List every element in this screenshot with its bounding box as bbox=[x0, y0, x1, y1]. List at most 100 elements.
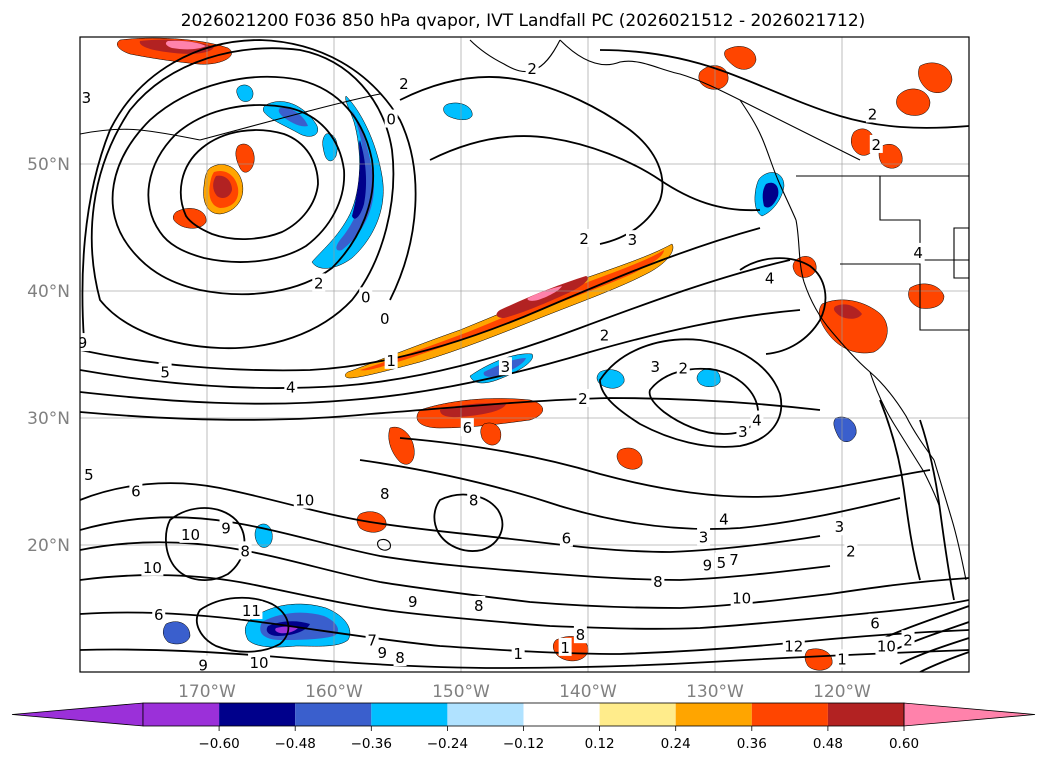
contour-label-bg bbox=[577, 228, 591, 247]
contour-label-bg bbox=[498, 357, 512, 376]
contour-line bbox=[919, 419, 955, 601]
contour-label-bg bbox=[365, 630, 379, 649]
contour-label: 10 bbox=[181, 526, 200, 544]
contour-label-bg bbox=[717, 509, 731, 528]
contour-label: 2 bbox=[868, 105, 878, 123]
contour-label: 4 bbox=[752, 412, 762, 430]
contour-label-bg bbox=[240, 601, 263, 620]
contour-label-bg bbox=[559, 528, 573, 547]
contour-line bbox=[80, 397, 821, 421]
contour-label: 6 bbox=[870, 615, 880, 633]
contour-label: 3 bbox=[82, 89, 92, 107]
contour-label: 4 bbox=[719, 511, 729, 529]
contour-label-bg bbox=[284, 377, 298, 396]
contour-line bbox=[599, 338, 783, 448]
colorbar-bin bbox=[827, 703, 904, 726]
shade-positive-ne-f bbox=[878, 144, 903, 169]
contour-label: 4 bbox=[913, 244, 923, 262]
contour-label-bg bbox=[730, 588, 753, 607]
colorbar-tick-label: −0.24 bbox=[427, 736, 468, 752]
contour-label-bg bbox=[238, 541, 252, 560]
colorbar-tick-label: 0.60 bbox=[889, 736, 919, 752]
contour-label: 3 bbox=[738, 423, 748, 441]
contour-label: 11 bbox=[242, 602, 261, 620]
latitude-labels: 50°N 40°N 30°N 20°N bbox=[27, 155, 70, 556]
shade-max-nw bbox=[165, 40, 206, 50]
contour-label: 0 bbox=[386, 111, 396, 129]
contour-label-bg bbox=[835, 649, 849, 668]
contour-label: 12 bbox=[784, 638, 803, 656]
contour-line bbox=[80, 259, 791, 389]
contour-line bbox=[195, 596, 290, 653]
contour-label: 9 bbox=[703, 556, 713, 574]
contour-label-bg bbox=[697, 527, 711, 546]
contour-label-bg bbox=[598, 325, 612, 344]
contour-label: 6 bbox=[562, 530, 572, 548]
border-state-b bbox=[840, 263, 969, 331]
contour-label: 6 bbox=[154, 606, 164, 624]
contour-label-bg bbox=[651, 571, 665, 590]
shade-negative-55n-b bbox=[278, 107, 308, 127]
colorbar-tick-label: −0.48 bbox=[275, 736, 316, 752]
shade-negative-south-b bbox=[163, 621, 191, 645]
contour-label-bg bbox=[82, 465, 96, 484]
island-hawaii bbox=[377, 538, 391, 551]
contour-label-bg bbox=[80, 87, 93, 106]
colorbar-bin bbox=[143, 703, 220, 726]
contour-label: 1 bbox=[560, 639, 570, 657]
contour-label: 2 bbox=[903, 631, 913, 649]
contour-label-bg bbox=[875, 636, 898, 655]
contour-label-bg bbox=[782, 636, 805, 655]
contour-line bbox=[80, 541, 969, 609]
contour-label-bg bbox=[714, 552, 728, 571]
contour-label-bg bbox=[472, 595, 486, 614]
contour-label: 10 bbox=[295, 492, 314, 510]
contour-label: 9 bbox=[377, 644, 387, 662]
colorbar-tick-label: −0.60 bbox=[198, 736, 239, 752]
contour-label: 10 bbox=[877, 638, 896, 656]
contour-line bbox=[90, 47, 395, 350]
contour-line bbox=[879, 399, 921, 581]
contour-line bbox=[179, 129, 319, 240]
contour-line bbox=[81, 39, 417, 341]
shade-positive-calif-c bbox=[908, 283, 945, 309]
shade-positive-50n-d bbox=[235, 143, 255, 173]
coastline-us-west bbox=[795, 219, 935, 461]
contour-label-bg bbox=[129, 481, 143, 500]
contour-label: 2 bbox=[579, 230, 589, 248]
colorbar-tick-label: 0.36 bbox=[737, 736, 767, 752]
contour-label: 2 bbox=[678, 359, 688, 377]
coastline-baja bbox=[869, 371, 941, 509]
shade-negative-55n-e bbox=[443, 102, 473, 120]
contour-line bbox=[359, 459, 901, 530]
contour-label: 4 bbox=[286, 379, 296, 397]
contour-label: 3 bbox=[699, 528, 709, 546]
longitude-label: 160°W bbox=[305, 682, 363, 702]
shade-negative-55n-d bbox=[236, 84, 254, 102]
colorbar-extend-low bbox=[11, 702, 144, 727]
contour-label-bg bbox=[727, 550, 741, 569]
contour-label: 2 bbox=[872, 136, 882, 154]
colorbar-bin bbox=[675, 703, 752, 726]
longitude-labels: 170°W 160°W 150°W 140°W 130°W 120°W bbox=[178, 682, 871, 702]
colorbar-tick-label: −0.36 bbox=[351, 736, 392, 752]
shade-ar-band-max bbox=[527, 286, 562, 301]
border-state-c bbox=[953, 227, 969, 279]
colorbar: −0.60 −0.48 −0.36 −0.24 −0.12 0.12 0.24 0.36 0.4… bbox=[11, 702, 1036, 752]
contour-label: 3 bbox=[628, 231, 638, 249]
contour-line bbox=[111, 75, 374, 296]
contour-label: 2 bbox=[578, 390, 588, 408]
coastline-bc bbox=[739, 99, 797, 221]
contour-label-bg bbox=[397, 73, 411, 92]
colorbar-extend-high bbox=[903, 702, 1036, 727]
contour-line bbox=[399, 76, 664, 245]
contour-label-bg bbox=[576, 388, 590, 407]
shade-positive-ne-c bbox=[896, 88, 931, 116]
contour-label: 8 bbox=[469, 492, 479, 510]
coastline-nw-arc bbox=[469, 39, 561, 73]
longitude-label: 170°W bbox=[178, 682, 236, 702]
contour-label-bg bbox=[393, 648, 407, 667]
contour-label: 3 bbox=[651, 358, 661, 376]
